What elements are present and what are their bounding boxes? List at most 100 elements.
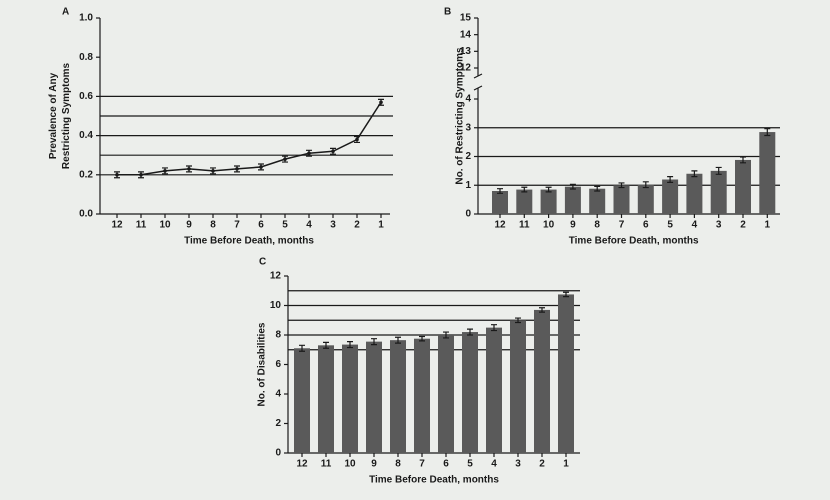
x-tick-label: 2 — [539, 459, 545, 470]
y-axis-title: No. of Restricting Symptoms — [455, 47, 466, 185]
bar — [318, 345, 334, 453]
x-tick-label: 6 — [643, 220, 649, 231]
y-tick-label: 0.0 — [79, 209, 93, 220]
bar — [759, 132, 776, 214]
y-tick-label: 15 — [460, 13, 472, 24]
x-tick-label: 5 — [667, 220, 673, 231]
y-tick-label: 1.0 — [79, 13, 93, 24]
x-tick-label: 11 — [136, 220, 147, 231]
y-tick-label: 4 — [275, 389, 281, 400]
x-tick-label: 1 — [563, 459, 569, 470]
x-axis-title: Time Before Death, months — [184, 236, 314, 247]
point — [331, 149, 335, 154]
error-bar — [667, 176, 674, 183]
bar — [686, 173, 703, 214]
x-tick-label: 9 — [371, 459, 377, 470]
y-axis-title: No. of Disabilities — [257, 322, 268, 406]
y-tick-label: 4 — [465, 94, 471, 105]
x-tick-label: 4 — [306, 220, 312, 231]
y-tick-label: 14 — [460, 29, 472, 40]
y-tick-label: 0.4 — [79, 130, 93, 141]
error-bar — [539, 307, 545, 313]
bar — [414, 338, 430, 453]
x-tick-label: 1 — [378, 220, 384, 231]
error-bar — [443, 331, 449, 339]
x-tick-label: 7 — [619, 220, 625, 231]
error-bar — [618, 182, 625, 189]
error-bar — [715, 166, 722, 175]
point — [163, 169, 167, 173]
point — [259, 165, 263, 169]
error-bar — [545, 186, 552, 193]
x-tick-label: 2 — [740, 220, 746, 231]
error-bar — [371, 338, 377, 346]
error-bar — [521, 186, 528, 193]
error-bar — [764, 128, 771, 137]
panel-label: B — [444, 7, 451, 18]
panel-label: A — [62, 7, 69, 18]
y-tick-label: 0.8 — [79, 52, 93, 63]
x-tick-label: 1 — [765, 220, 771, 231]
y-axis-title: Prevalence of Any — [48, 72, 59, 159]
error-bar — [569, 183, 576, 190]
x-tick-label: 5 — [282, 220, 288, 231]
bar — [662, 179, 679, 214]
bar — [710, 170, 727, 214]
point — [187, 167, 191, 171]
y-tick-label: 0.2 — [79, 169, 93, 180]
error-bar — [299, 344, 305, 352]
bar — [735, 159, 751, 214]
bar — [390, 340, 406, 453]
y-tick-label: 0 — [275, 448, 281, 459]
error-bar — [323, 341, 329, 349]
bar — [534, 309, 550, 453]
x-tick-label: 9 — [570, 220, 576, 231]
bar — [438, 335, 454, 453]
y-tick-label: 6 — [275, 359, 281, 370]
bar — [540, 189, 557, 214]
x-axis-title: Time Before Death, months — [569, 236, 699, 247]
error-bar — [515, 317, 521, 324]
error-bar — [691, 170, 698, 178]
bar — [564, 186, 581, 214]
point — [211, 169, 215, 173]
point — [355, 137, 359, 142]
point — [283, 157, 287, 161]
x-tick-label: 6 — [443, 459, 449, 470]
y-tick-label: 10 — [270, 300, 282, 311]
x-tick-label: 3 — [515, 459, 521, 470]
x-tick-label: 7 — [234, 220, 240, 231]
bar — [510, 320, 526, 453]
y-tick-label: 3 — [465, 122, 471, 133]
bar — [589, 188, 606, 214]
y-tick-label: 2 — [465, 151, 471, 162]
error-bar — [491, 324, 497, 332]
axis-break — [473, 73, 483, 79]
x-tick-label: 11 — [519, 220, 530, 231]
x-tick-label: 7 — [419, 459, 425, 470]
point — [115, 173, 119, 177]
x-tick-label: 3 — [330, 220, 336, 231]
y-tick-label: 12 — [460, 63, 472, 74]
error-bar — [419, 335, 425, 342]
error-bar — [395, 336, 401, 344]
x-tick-label: 12 — [494, 220, 506, 231]
y-tick-label: 13 — [460, 46, 472, 57]
x-tick-label: 11 — [321, 459, 332, 470]
x-tick-label: 4 — [692, 220, 698, 231]
bar — [342, 344, 358, 453]
y-tick-label: 8 — [275, 330, 281, 341]
y-axis-title: Restricting Symptoms — [61, 62, 72, 169]
point — [235, 167, 239, 171]
error-bar — [740, 156, 746, 164]
bar — [492, 191, 508, 214]
error-bar — [467, 328, 473, 336]
error-bar — [594, 185, 601, 192]
error-bar — [563, 291, 569, 298]
error-bar — [642, 181, 649, 189]
point — [139, 173, 143, 177]
line — [117, 101, 382, 176]
point — [379, 100, 383, 105]
bar — [558, 294, 574, 453]
